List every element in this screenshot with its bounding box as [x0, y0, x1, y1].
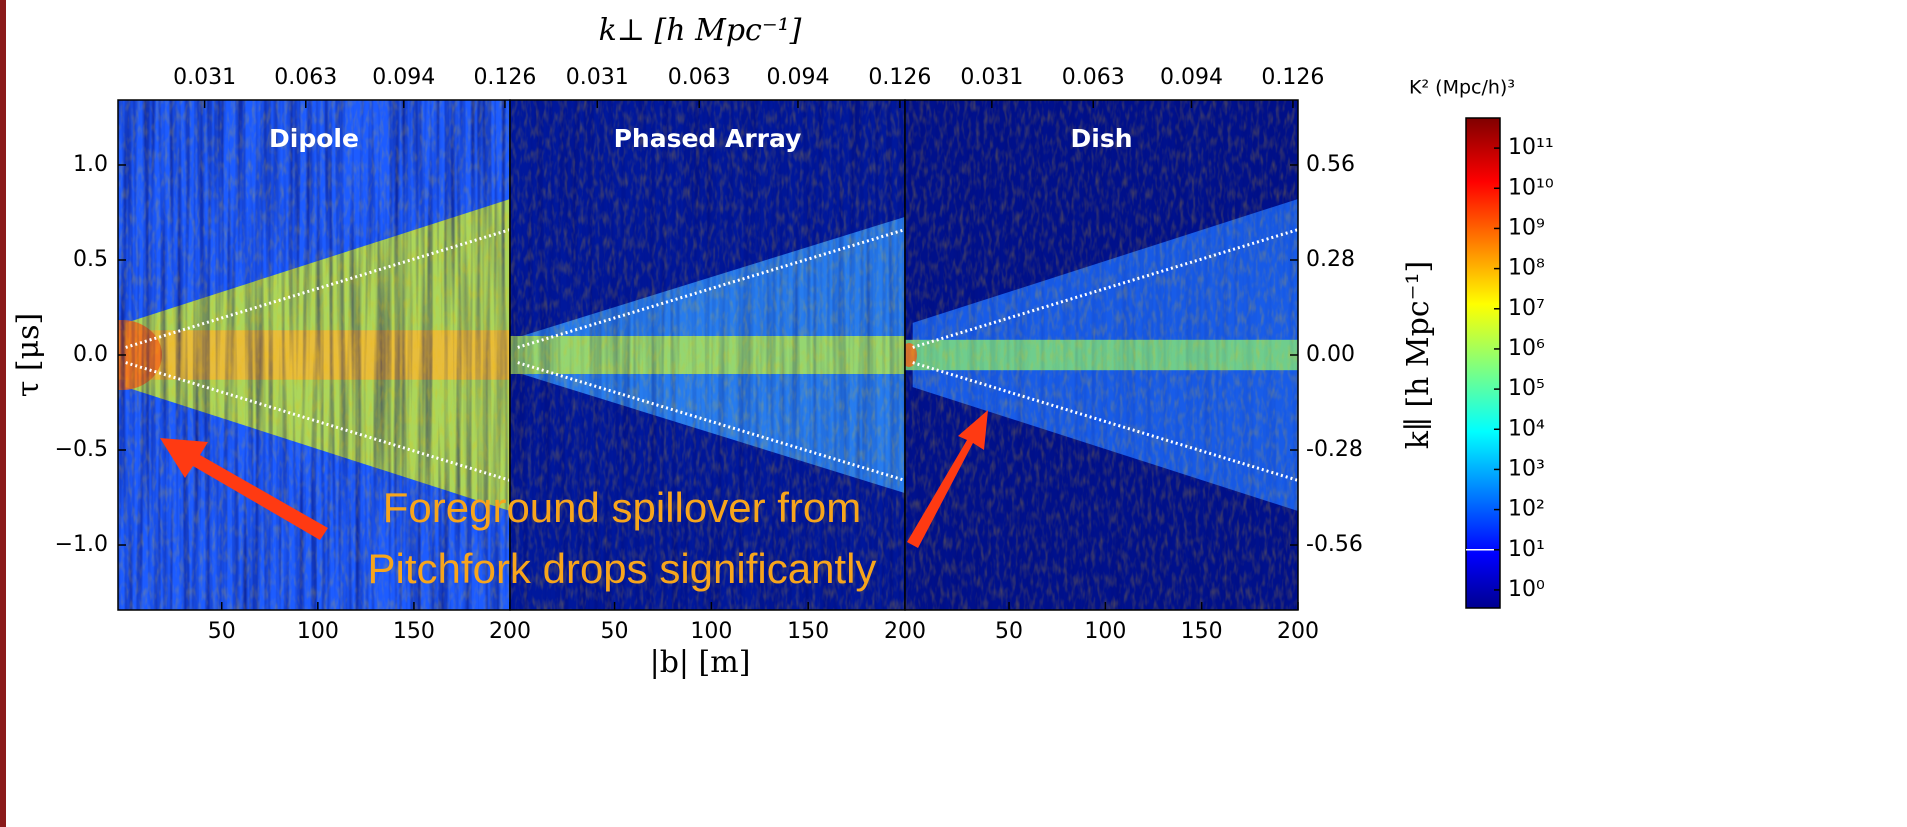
- x-tick-label: 150: [1181, 619, 1223, 644]
- x2-tick-label: 0.094: [766, 65, 829, 90]
- horizon-line: [912, 361, 1298, 482]
- panel-title: Dish: [1071, 124, 1133, 153]
- y2-tick-label: 0.56: [1306, 152, 1355, 177]
- panel-title: Phased Array: [614, 124, 802, 153]
- colorbar-tick-label: 10²: [1508, 497, 1545, 522]
- x-tick-label: 200: [884, 619, 926, 644]
- slide-edge: [0, 0, 6, 827]
- x2-tick-label: 0.063: [274, 65, 337, 90]
- y-axis-label: τ [μs]: [11, 313, 46, 397]
- colorbar-tick-label: 10⁰: [1508, 577, 1545, 602]
- heatmap-texture: [905, 100, 1298, 610]
- x-tick-label: 200: [1277, 619, 1319, 644]
- y2-tick-label: -0.28: [1306, 437, 1363, 462]
- x-tick-label: 100: [1084, 619, 1126, 644]
- x-tick-label: 200: [489, 619, 531, 644]
- colorbar-label: K² (Mpc/h)³: [1409, 77, 1515, 99]
- heatmap-body: [905, 100, 1298, 610]
- colorbar-tick-label: 10³: [1508, 456, 1545, 481]
- heatmap-texture: [510, 100, 905, 610]
- x2-tick-label: 0.126: [1261, 65, 1324, 90]
- x-tick-label: 150: [393, 619, 435, 644]
- x-tick-label: 50: [601, 619, 629, 644]
- annotation: Foreground spillover from: [383, 484, 862, 531]
- x2-tick-label: 0.126: [868, 65, 931, 90]
- y-tick-label: −1.0: [55, 532, 108, 557]
- y-tick-label: 0.5: [73, 247, 108, 272]
- x2-axis-label: k⊥ [h Mpc⁻¹]: [599, 13, 802, 48]
- x2-tick-label: 0.094: [1160, 65, 1223, 90]
- x-axis-label: |b| [m]: [650, 645, 751, 680]
- y2-tick-label: 0.00: [1306, 342, 1355, 367]
- y2-axis-label: k∥ [h Mpc⁻¹]: [1401, 261, 1436, 449]
- heatmap-body: [510, 100, 905, 610]
- x2-tick-label: 0.031: [960, 65, 1023, 90]
- panel-title: Dipole: [269, 124, 359, 153]
- plots: Dipole 50 100 150 200 0.031 0.063 0.094 0.126 −1.…: [55, 65, 1554, 644]
- horizon-line: [912, 228, 1298, 349]
- x-tick-label: 150: [787, 619, 829, 644]
- y-tick-label: 0.0: [73, 342, 108, 367]
- panel: Phased Array 50 100 150 200 0.031 0.063 0.094 0.…: [509, 65, 931, 644]
- colorbar-tick-label: 10⁴: [1508, 416, 1545, 441]
- x-tick-label: 100: [297, 619, 339, 644]
- y-tick-label: 1.0: [73, 152, 108, 177]
- x2-tick-label: 0.063: [1062, 65, 1125, 90]
- y2-tick-label: -0.56: [1306, 532, 1363, 557]
- y2-tick-label: 0.28: [1306, 247, 1355, 272]
- heatmap-body: [118, 100, 510, 610]
- y-tick-label: −0.5: [55, 437, 108, 462]
- colorbar-tick-label: 10⁸: [1508, 256, 1545, 281]
- colorbar-tick-label: 10¹¹: [1508, 135, 1554, 160]
- x2-tick-label: 0.031: [173, 65, 236, 90]
- horizon-line: [125, 228, 510, 349]
- panel: Dish 50 100 150 200 0.031 0.063 0.094 0.126 0.56 0…: [904, 65, 1363, 644]
- colorbar-tick-label: 10⁵: [1508, 376, 1545, 401]
- x2-tick-label: 0.031: [566, 65, 629, 90]
- colorbar-tick-label: 10¹: [1508, 537, 1545, 562]
- annotation: Pitchfork drops significantly: [368, 545, 877, 592]
- colorbar-tick-label: 10⁶: [1508, 336, 1545, 361]
- x2-tick-label: 0.094: [372, 65, 435, 90]
- x-tick-label: 100: [690, 619, 732, 644]
- x2-tick-label: 0.063: [668, 65, 731, 90]
- arrow: [907, 410, 988, 548]
- colorbar-tick-label: 10¹⁰: [1508, 175, 1554, 200]
- colorbar-tick-label: 10⁹: [1508, 215, 1545, 240]
- colorbar-tick-label: 10⁷: [1508, 296, 1545, 321]
- x-tick-label: 50: [208, 619, 236, 644]
- horizon-line: [125, 361, 510, 482]
- x-tick-label: 50: [995, 619, 1023, 644]
- x2-tick-label: 0.126: [473, 65, 536, 90]
- colorbar: [1465, 117, 1501, 609]
- arrow: [160, 438, 328, 540]
